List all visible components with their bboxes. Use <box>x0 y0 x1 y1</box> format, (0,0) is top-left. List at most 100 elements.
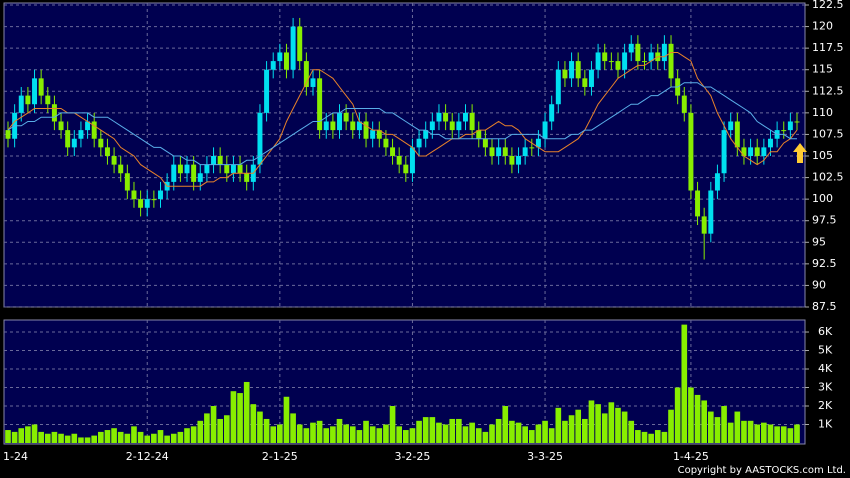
volume-bar <box>688 387 694 443</box>
volume-bar <box>343 424 349 443</box>
grid: 87.5 90 92.5 95 97.5 100 102.5 105 107.5 110 112.5… <box>3 0 844 463</box>
y-tick-label: 1K <box>818 418 833 431</box>
y-tick-label: 105 <box>812 149 833 162</box>
candle-body <box>71 138 77 148</box>
volume-bar <box>330 426 336 443</box>
candle-body <box>383 138 389 148</box>
volume-bar <box>243 381 250 443</box>
volume-bar <box>562 420 568 443</box>
signal-arrow <box>793 143 807 163</box>
volume-bar <box>144 435 151 443</box>
volume-bar <box>436 422 442 443</box>
candle-body <box>642 61 647 63</box>
candle-body <box>343 112 349 122</box>
candle-body <box>429 121 435 131</box>
y-tick-label: 6K <box>818 325 833 338</box>
y-tick-label: 90 <box>812 278 826 291</box>
candle-body <box>695 190 701 217</box>
volume-bar <box>522 426 528 443</box>
candle-body <box>257 112 263 165</box>
candle-body <box>708 190 714 234</box>
volume-bar <box>495 418 502 443</box>
volume-bar <box>794 424 800 443</box>
candle-body <box>741 147 747 156</box>
candle-body <box>104 147 110 156</box>
y-tick-label: 3K <box>818 381 833 394</box>
volume-bar <box>44 433 51 443</box>
y-tick-label: 92.5 <box>812 257 837 270</box>
volume-bar <box>25 426 31 443</box>
candle-body <box>363 121 369 139</box>
volume-bar <box>575 409 582 443</box>
volume-bar <box>582 418 588 443</box>
volume-bar <box>681 324 688 443</box>
volume-bar <box>535 424 542 443</box>
volume-bar <box>668 409 674 443</box>
candle-body <box>496 147 502 156</box>
candle-body <box>65 130 71 148</box>
volume-bar <box>257 411 263 443</box>
candle-body <box>270 61 276 70</box>
candle-body <box>582 78 588 87</box>
candle-body <box>562 69 568 79</box>
volume-bar <box>157 430 164 443</box>
candle-body <box>124 173 130 191</box>
candle-body <box>144 199 150 208</box>
volume-bar <box>137 431 144 443</box>
x-tick-label: 1-24 <box>3 450 28 463</box>
volume-bar <box>429 417 436 443</box>
volume-bar <box>223 415 230 443</box>
marks <box>5 17 800 443</box>
candle-body <box>575 61 581 79</box>
volume-bar <box>51 431 58 443</box>
volume-bar <box>111 428 117 443</box>
volume-bar <box>416 420 422 443</box>
volume-bar <box>462 426 469 443</box>
candle-body <box>317 78 323 131</box>
volume-bar <box>588 400 595 443</box>
x-tick-label: 2-1-25 <box>262 450 298 463</box>
candle-body <box>98 138 104 148</box>
y-tick-label: 102.5 <box>812 171 844 184</box>
volume-bar <box>164 435 170 443</box>
volume-bar <box>250 404 257 443</box>
volume-bar <box>568 415 575 443</box>
candle-body <box>264 69 270 113</box>
volume-bar <box>177 431 184 443</box>
y-tick-label: 2K <box>818 399 833 412</box>
volume-bar <box>469 422 475 443</box>
volume-bar <box>237 393 243 443</box>
candle-body <box>529 147 535 149</box>
candle-body <box>688 112 694 191</box>
y-tick-label: 5K <box>818 344 833 357</box>
candle-body <box>456 121 462 131</box>
volume-bar <box>661 431 668 443</box>
candle-body <box>781 130 787 132</box>
moving-average <box>7 82 797 166</box>
volume-bar <box>754 424 761 443</box>
moving-average <box>7 52 798 187</box>
volume-bar <box>310 422 316 443</box>
candle-body <box>111 156 117 165</box>
volume-bar <box>151 433 157 443</box>
candle-body <box>297 26 303 62</box>
candle-body <box>290 26 296 70</box>
candle-body <box>476 130 482 139</box>
volume-bar <box>98 431 104 443</box>
candle-body <box>622 52 628 70</box>
candle-body <box>635 43 641 62</box>
candle-body <box>191 164 197 182</box>
volume-bar <box>5 430 11 443</box>
candle-body <box>323 121 329 131</box>
volume-bar <box>263 418 270 443</box>
candle-body <box>376 130 382 139</box>
volume-bar <box>290 413 296 443</box>
volume-bar <box>91 435 98 443</box>
volume-bar <box>64 435 71 443</box>
volume-bar <box>628 420 635 443</box>
volume-bar <box>721 406 727 443</box>
candle-body <box>728 121 734 131</box>
volume-bar <box>84 437 91 443</box>
volume-bar <box>323 428 330 443</box>
